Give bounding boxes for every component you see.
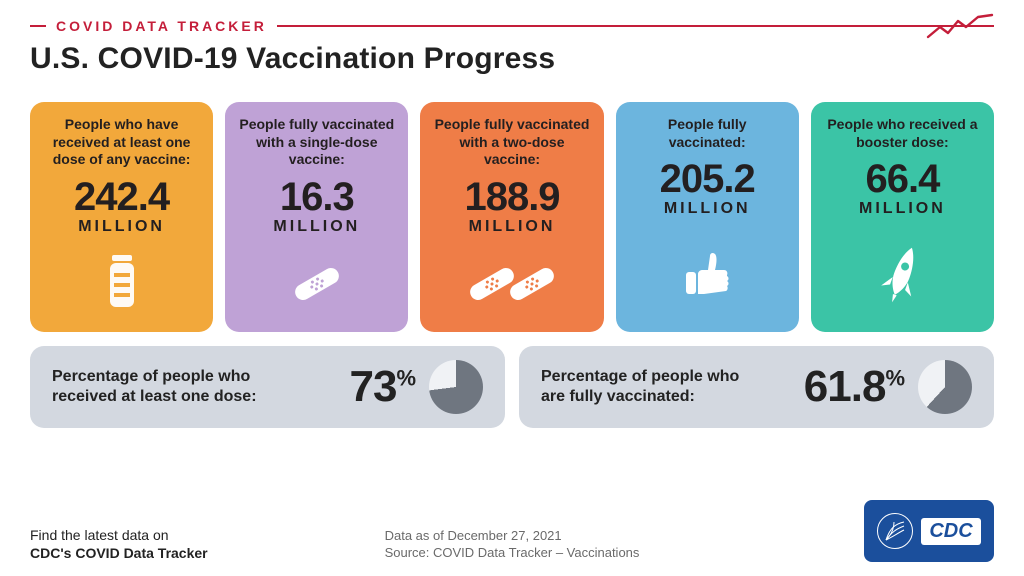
card-label: People fully vaccinated: — [628, 116, 787, 151]
stat-card: People who received a booster dose: 66.4… — [811, 102, 994, 332]
card-label: People fully vaccinated with a single-do… — [237, 116, 396, 169]
stat-card: People fully vaccinated: 205.2 MILLION — [616, 102, 799, 332]
percent-value: 73% — [349, 362, 415, 412]
card-label: People who received a booster dose: — [823, 116, 982, 151]
footer-left-line1: Find the latest data on — [30, 526, 208, 544]
footer: Find the latest data on CDC's COVID Data… — [30, 526, 994, 562]
sparkline-icon — [926, 13, 994, 39]
pie-icon — [918, 360, 972, 414]
bandaid2-icon — [462, 246, 562, 323]
bandaid1-icon — [287, 246, 347, 323]
stat-card: People fully vaccinated with a single-do… — [225, 102, 408, 332]
card-unit: MILLION — [859, 200, 946, 218]
footer-source: Source: COVID Data Tracker – Vaccination… — [385, 545, 640, 562]
thumb-icon — [680, 228, 734, 322]
card-value: 205.2 — [660, 157, 755, 202]
cdc-wordmark: CDC — [921, 518, 980, 545]
card-value: 16.3 — [280, 175, 354, 220]
header-row: COVID DATA TRACKER — [30, 18, 994, 34]
page-title: U.S. COVID-19 Vaccination Progress — [30, 42, 994, 76]
card-label: People who have received at least one do… — [42, 116, 201, 169]
card-unit: MILLION — [273, 218, 360, 236]
page: COVID DATA TRACKER U.S. COVID-19 Vaccina… — [0, 0, 1024, 576]
footer-center: Data as of December 27, 2021 Source: COV… — [385, 528, 640, 562]
cards-row: People who have received at least one do… — [30, 102, 994, 332]
vial-icon — [100, 246, 144, 323]
percent-card: Percentage of people who received at lea… — [30, 346, 505, 428]
percent-value: 61.8% — [804, 362, 904, 412]
percent-label: Percentage of people who are fully vacci… — [541, 367, 761, 407]
cdc-logo: CDC — [864, 500, 994, 562]
stat-card: People who have received at least one do… — [30, 102, 213, 332]
card-value: 188.9 — [464, 175, 559, 220]
pie-icon — [429, 360, 483, 414]
stat-card: People fully vaccinated with a two-dose … — [420, 102, 603, 332]
rocket-icon — [878, 228, 926, 322]
footer-left-line2: CDC's COVID Data Tracker — [30, 544, 208, 562]
card-unit: MILLION — [664, 200, 751, 218]
hhs-seal-icon — [877, 513, 913, 549]
footer-date: Data as of December 27, 2021 — [385, 528, 640, 545]
card-unit: MILLION — [78, 218, 165, 236]
percent-card: Percentage of people who are fully vacci… — [519, 346, 994, 428]
kicker-dash — [30, 25, 46, 27]
kicker-line — [277, 25, 994, 27]
card-unit: MILLION — [469, 218, 556, 236]
percent-row: Percentage of people who received at lea… — [30, 346, 994, 428]
percent-label: Percentage of people who received at lea… — [52, 367, 272, 407]
footer-left: Find the latest data on CDC's COVID Data… — [30, 526, 208, 562]
card-value: 66.4 — [865, 157, 939, 202]
card-value: 242.4 — [74, 175, 169, 220]
card-label: People fully vaccinated with a two-dose … — [432, 116, 591, 169]
kicker-text: COVID DATA TRACKER — [56, 18, 267, 34]
